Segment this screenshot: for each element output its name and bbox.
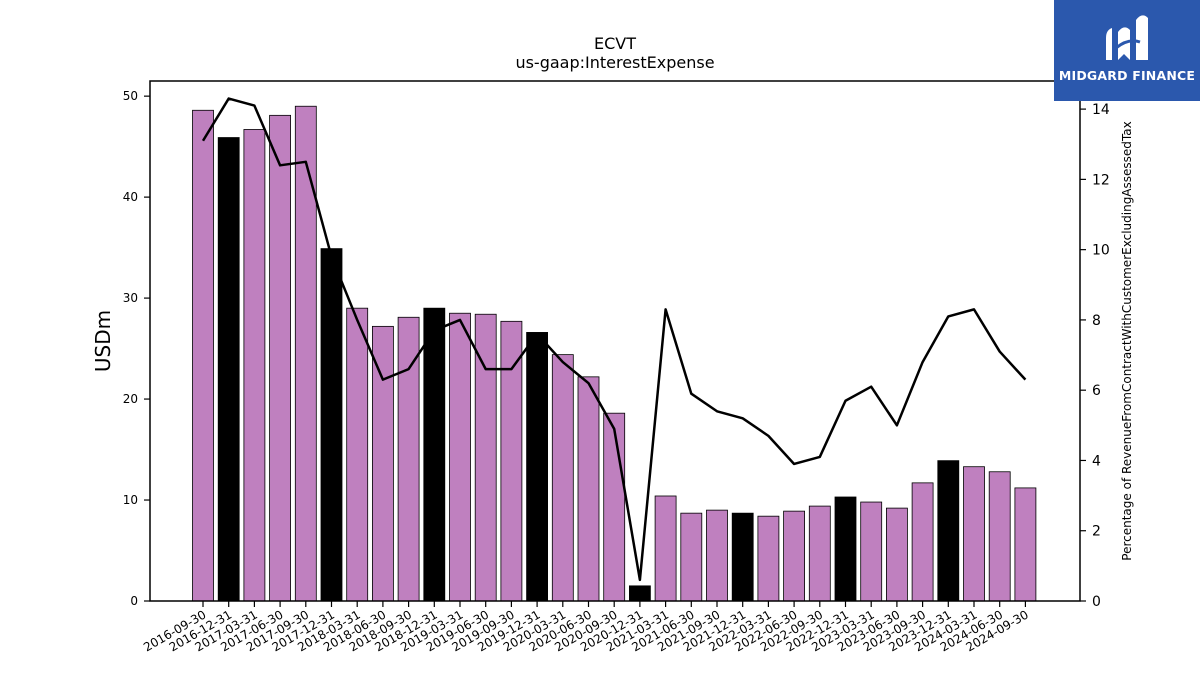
bar-2020-12-31 bbox=[629, 585, 651, 602]
line-path bbox=[201, 97, 1027, 582]
brand-name: MIDGARD FINANCE bbox=[1058, 68, 1196, 83]
bar-2018-06-30 bbox=[371, 325, 394, 602]
logo-mark-icon bbox=[1106, 15, 1148, 60]
bar-2022-03-31 bbox=[757, 515, 780, 602]
bar-series bbox=[192, 105, 1037, 602]
y-tick-label: 30 bbox=[123, 291, 138, 305]
bar-2020-06-30 bbox=[577, 376, 600, 602]
y-tick-label: 50 bbox=[123, 89, 138, 103]
chart-subtitle: us-gaap:InterestExpense bbox=[515, 53, 714, 72]
chart-title: ECVT bbox=[594, 34, 636, 53]
y-tick-label: 20 bbox=[123, 392, 138, 406]
y2-axis-label: Percentage of RevenueFromContractWithCus… bbox=[1120, 121, 1134, 560]
bar-2024-09-30 bbox=[1014, 487, 1037, 602]
y-tick-label: 0 bbox=[130, 594, 138, 608]
bar-2023-12-31 bbox=[937, 460, 960, 602]
bar-2019-12-31 bbox=[526, 332, 548, 602]
y2-tick-label: 2 bbox=[1092, 524, 1101, 540]
y-tick-label: 40 bbox=[123, 190, 138, 204]
y2-tick-label: 6 bbox=[1092, 383, 1101, 399]
bar-2021-09-30 bbox=[706, 509, 728, 602]
bar-2019-09-30 bbox=[500, 320, 523, 602]
y2-tick-label: 8 bbox=[1092, 313, 1101, 329]
bar-2023-09-30 bbox=[911, 482, 934, 602]
bar-2023-06-30 bbox=[886, 507, 908, 602]
bar-2021-06-30 bbox=[680, 512, 703, 602]
bar-2023-03-31 bbox=[860, 501, 883, 602]
bar-2024-03-31 bbox=[963, 466, 985, 602]
bar-2022-06-30 bbox=[783, 510, 805, 602]
y2-tick-label: 14 bbox=[1092, 102, 1110, 118]
brand-logo: MIDGARD FINANCE bbox=[1054, 0, 1200, 101]
bar-2018-03-31 bbox=[346, 307, 369, 602]
bar-2021-03-31 bbox=[654, 495, 677, 602]
bar-2022-12-31 bbox=[834, 496, 857, 602]
y2-tick-label: 4 bbox=[1092, 453, 1101, 469]
plot-frame bbox=[149, 80, 1081, 602]
bar-2017-03-31 bbox=[243, 129, 266, 602]
bar-2020-03-31 bbox=[551, 354, 574, 602]
bar-2020-09-30 bbox=[603, 412, 626, 602]
y2-tick-label: 12 bbox=[1092, 172, 1110, 188]
bar-2016-09-30 bbox=[192, 109, 214, 602]
bar-2024-06-30 bbox=[988, 471, 1011, 602]
y2-tick-label: 10 bbox=[1092, 243, 1110, 259]
y-axis-right: 0 2 4 6 8 10 12 14 bbox=[1080, 102, 1110, 610]
bar-2017-12-31 bbox=[320, 248, 343, 602]
y-axis-left: 0 10 20 30 40 50 bbox=[123, 89, 150, 608]
y-tick-label: 10 bbox=[123, 493, 138, 507]
bar-2017-09-30 bbox=[294, 105, 317, 602]
bar-2022-09-30 bbox=[808, 505, 831, 602]
line-series bbox=[201, 97, 1027, 582]
bar-2016-12-31 bbox=[217, 137, 240, 602]
x-axis: 2016-09-302016-12-312017-03-312017-06-30… bbox=[141, 601, 1031, 654]
y2-tick-label: 0 bbox=[1092, 594, 1101, 610]
bar-2018-12-31 bbox=[423, 307, 446, 602]
bar-2019-03-31 bbox=[449, 312, 471, 602]
bar-2017-06-30 bbox=[269, 114, 292, 602]
y-axis-label: USDm bbox=[91, 310, 115, 372]
bar-2021-12-31 bbox=[731, 512, 754, 602]
